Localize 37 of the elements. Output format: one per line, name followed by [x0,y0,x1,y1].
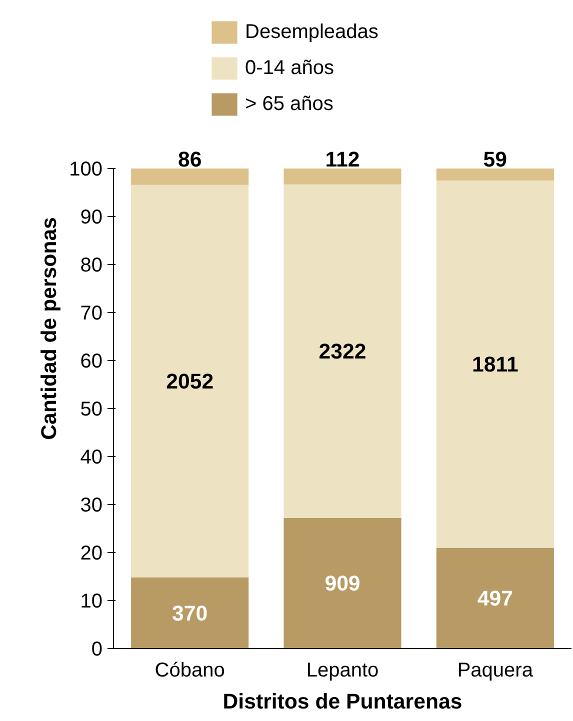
annotation: 86 [178,148,202,172]
bar [436,548,554,648]
bar [131,168,249,185]
y-tick-label: 100 [69,158,103,180]
annotation: 909 [324,572,360,596]
bar [284,184,402,518]
x-tick-label: Lepanto [306,660,379,682]
annotation: 2052 [166,370,214,394]
bar [436,168,554,180]
x-axis-title: Distritos de Puntarenas [222,690,462,714]
y-tick-label: 0 [91,638,102,660]
y-tick-label: 30 [80,494,103,516]
annotation: 59 [483,148,508,172]
y-axis-title: Cantidad de personas [37,217,62,440]
bar [131,184,249,578]
annotation: 112 [325,148,360,172]
bar [131,577,249,648]
y-tick-label: 60 [80,350,103,372]
y-tick-label: 90 [80,206,103,228]
y-tick-label: 40 [80,446,103,468]
bar [436,180,554,548]
annotation: 370 [172,601,208,626]
annotation: 2322 [318,340,366,364]
y-tick-label: 50 [80,398,103,420]
legend-label: Desempleadas [245,20,378,44]
legend-label: 0-14 años [245,56,334,80]
annotation: 1811 [472,352,518,377]
legend-label: > 65 años [245,92,334,116]
x-tick-label: Cóbano [154,660,225,682]
y-tick-label: 10 [80,590,103,612]
annotation: 497 [477,586,513,611]
y-tick-label: 20 [80,542,103,564]
x-tick-label: Paquera [457,660,534,682]
y-tick-label: 80 [80,254,103,276]
bar [284,518,402,648]
y-tick-label: 70 [80,302,103,324]
bar [284,168,402,184]
